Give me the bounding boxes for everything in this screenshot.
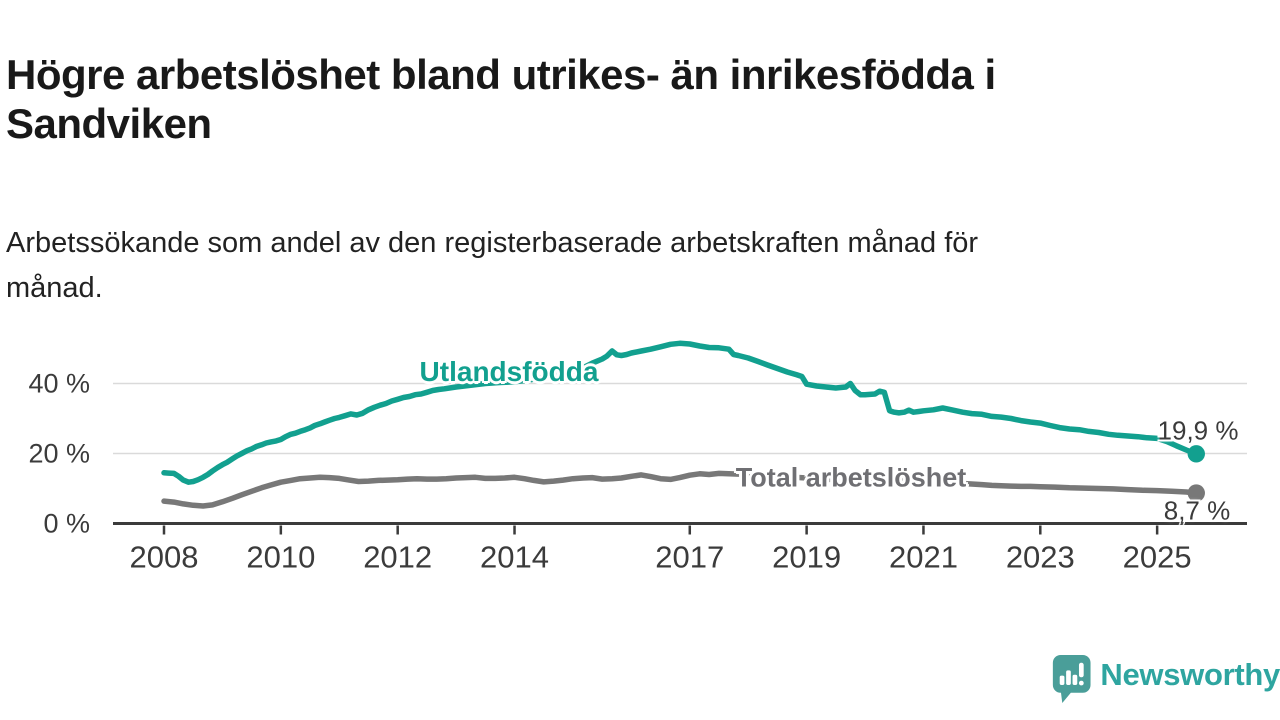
newsworthy-speech-bubble-chart-icon bbox=[1052, 655, 1091, 703]
x-tick-label-2008: 2008 bbox=[130, 540, 199, 575]
newsworthy-logo: Newsworthy bbox=[1052, 648, 1280, 710]
chart-subtitle-line1: Arbetssökande som andel av den registerb… bbox=[6, 227, 979, 259]
newsworthy-wordmark: Newsworthy bbox=[1100, 656, 1280, 692]
y-tick-label-20: 20 % bbox=[28, 439, 90, 469]
y-tick-label-0: 0 % bbox=[43, 509, 90, 539]
chart-title-line1: Högre arbetslöshet bland utrikes- än inr… bbox=[6, 51, 996, 99]
series-line-total bbox=[161, 470, 1200, 509]
x-tick-label-2025: 2025 bbox=[1123, 540, 1192, 575]
x-tick-label-2021: 2021 bbox=[889, 540, 958, 575]
x-tick-label-2019: 2019 bbox=[772, 540, 841, 575]
x-tick-label-2017: 2017 bbox=[655, 540, 724, 575]
y-tick-label-40: 40 % bbox=[28, 369, 90, 399]
chart-title: Högre arbetslöshet bland utrikes- än inr… bbox=[6, 50, 1226, 148]
series-label-utlandsfodda: Utlandsfödda bbox=[419, 356, 599, 387]
end-dot-total bbox=[1187, 484, 1205, 502]
end-dot-utlandsfodda bbox=[1187, 445, 1205, 463]
chart-title-line2: Sandviken bbox=[6, 100, 212, 148]
end-value-label-total: 8,7 % bbox=[1163, 495, 1231, 526]
x-tick-label-2014: 2014 bbox=[480, 540, 549, 575]
x-tick-label-2012: 2012 bbox=[363, 540, 432, 575]
chart-subtitle-line2: månad. bbox=[6, 271, 103, 304]
series-label-total: Total arbetslöshet bbox=[735, 462, 967, 493]
end-value-label-utlandsfodda: 19,9 % bbox=[1157, 415, 1239, 446]
x-tick-label-2010: 2010 bbox=[246, 540, 315, 575]
series-line-utlandsfodda bbox=[161, 340, 1200, 485]
x-tick-label-2023: 2023 bbox=[1006, 540, 1075, 575]
chart-subtitle: Arbetssökande som andel av den registerb… bbox=[6, 221, 1226, 311]
